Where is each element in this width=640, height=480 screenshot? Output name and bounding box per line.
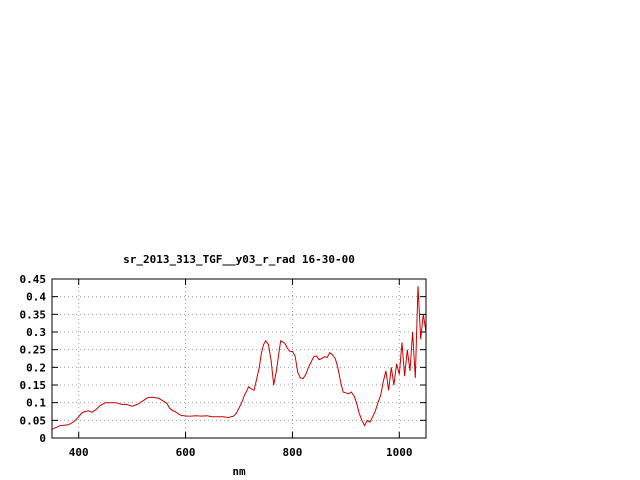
- grid-lines: [52, 279, 426, 438]
- series-line: [51, 286, 427, 430]
- axis-ticks: [52, 278, 426, 439]
- x-tick-label: 800: [282, 446, 302, 459]
- x-tick-label: 400: [69, 446, 89, 459]
- y-tick-label: 0.3: [26, 326, 46, 339]
- y-tick-labels: 0 0.05 0.1 0.15 0.2 0.25 0.3 0.35 0.4 0.45: [20, 273, 47, 445]
- y-tick-label: 0: [39, 432, 46, 445]
- y-tick-label: 0.15: [20, 379, 47, 392]
- y-tick-label: 0.05: [20, 414, 47, 427]
- y-tick-label: 0.4: [26, 291, 46, 304]
- y-tick-label: 0.1: [26, 397, 46, 410]
- y-tick-label: 0.2: [26, 361, 46, 374]
- y-tick-label: 0.35: [20, 308, 47, 321]
- x-tick-label: 1000: [386, 446, 413, 459]
- x-axis-label: nm: [232, 465, 246, 478]
- x-tick-labels: 400 600 800 1000: [69, 446, 413, 459]
- y-tick-label: 0.25: [20, 344, 47, 357]
- chart-title: sr_2013_313_TGF__y03_r_rad 16-30-00: [123, 253, 355, 266]
- plot-frame: [51, 278, 427, 439]
- y-tick-label: 0.45: [20, 273, 47, 286]
- x-tick-label: 600: [176, 446, 196, 459]
